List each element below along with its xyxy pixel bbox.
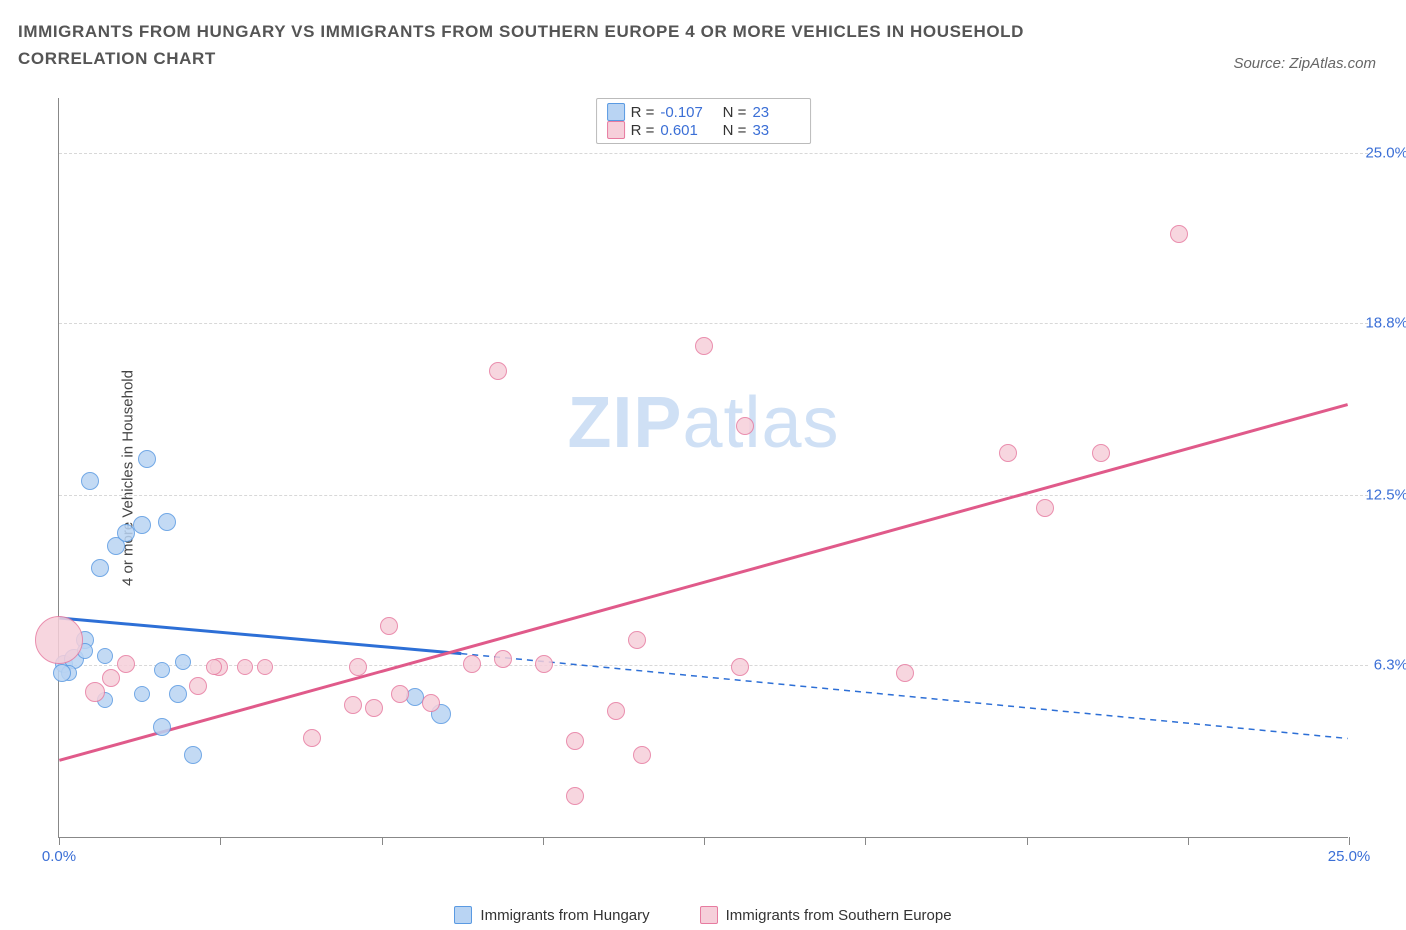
watermark: ZIPatlas — [567, 382, 839, 464]
data-point-seurope — [628, 631, 646, 649]
chart-container: 4 or more Vehicles in Household ZIPatlas… — [48, 98, 1378, 858]
data-point-seurope — [489, 362, 507, 380]
stat-n-value: 23 — [752, 104, 800, 121]
x-tick — [543, 837, 544, 845]
x-tick — [865, 837, 866, 845]
data-point-seurope — [422, 694, 440, 712]
legend-label: Immigrants from Southern Europe — [726, 907, 952, 924]
stat-r-value: 0.601 — [660, 122, 708, 139]
x-tick — [1027, 837, 1028, 845]
legend-item-hungary: Immigrants from Hungary — [454, 906, 649, 924]
gridline — [59, 153, 1368, 154]
trend-lines — [59, 98, 1348, 837]
x-tick-label: 0.0% — [42, 848, 76, 865]
data-point-seurope — [494, 650, 512, 668]
data-point-seurope — [1170, 225, 1188, 243]
stat-r-value: -0.107 — [660, 104, 708, 121]
y-tick-label: 12.5% — [1365, 487, 1406, 504]
x-tick — [382, 837, 383, 845]
data-point-hungary — [138, 450, 156, 468]
stat-n-label: N = — [714, 122, 746, 139]
data-point-hungary — [153, 718, 171, 736]
data-point-seurope — [607, 702, 625, 720]
data-point-seurope — [380, 617, 398, 635]
data-point-hungary — [91, 559, 109, 577]
y-tick-label: 25.0% — [1365, 144, 1406, 161]
x-tick — [1349, 837, 1350, 845]
data-point-seurope — [391, 685, 409, 703]
swatch-icon — [607, 121, 625, 139]
data-point-seurope — [566, 732, 584, 750]
plot-area: ZIPatlas R = -0.107 N = 23R = 0.601 N = … — [58, 98, 1348, 838]
legend-label: Immigrants from Hungary — [480, 907, 649, 924]
data-point-hungary — [53, 664, 71, 682]
gridline — [59, 495, 1368, 496]
gridline — [59, 323, 1368, 324]
data-point-seurope — [303, 729, 321, 747]
data-point-hungary — [169, 685, 187, 703]
data-point-seurope — [344, 696, 362, 714]
data-point-hungary — [81, 472, 99, 490]
data-point-seurope — [463, 655, 481, 673]
data-point-seurope — [237, 659, 253, 675]
data-point-seurope — [35, 616, 83, 664]
data-point-seurope — [117, 655, 135, 673]
source-attribution: Source: ZipAtlas.com — [1233, 55, 1376, 72]
data-point-hungary — [154, 662, 170, 678]
data-point-seurope — [633, 746, 651, 764]
data-point-seurope — [206, 659, 222, 675]
stat-n-value: 33 — [752, 122, 800, 139]
data-point-seurope — [349, 658, 367, 676]
data-point-seurope — [731, 658, 749, 676]
data-point-seurope — [365, 699, 383, 717]
legend-item-seurope: Immigrants from Southern Europe — [700, 906, 952, 924]
data-point-hungary — [134, 686, 150, 702]
y-tick-label: 6.3% — [1374, 657, 1406, 674]
stats-row-hungary: R = -0.107 N = 23 — [607, 103, 801, 121]
chart-title: IMMIGRANTS FROM HUNGARY VS IMMIGRANTS FR… — [18, 18, 1118, 72]
stat-n-label: N = — [714, 104, 746, 121]
data-point-seurope — [189, 677, 207, 695]
data-point-seurope — [896, 664, 914, 682]
data-point-seurope — [85, 682, 105, 702]
data-point-hungary — [158, 513, 176, 531]
x-tick — [220, 837, 221, 845]
data-point-seurope — [257, 659, 273, 675]
gridline — [59, 665, 1368, 666]
data-point-seurope — [535, 655, 553, 673]
stats-legend: R = -0.107 N = 23R = 0.601 N = 33 — [596, 98, 812, 144]
swatch-icon — [454, 906, 472, 924]
data-point-seurope — [695, 337, 713, 355]
data-point-hungary — [184, 746, 202, 764]
bottom-legend: Immigrants from Hungary Immigrants from S… — [0, 906, 1406, 924]
data-point-seurope — [566, 787, 584, 805]
data-point-hungary — [175, 654, 191, 670]
data-point-seurope — [736, 417, 754, 435]
data-point-seurope — [999, 444, 1017, 462]
data-point-seurope — [102, 669, 120, 687]
data-point-hungary — [133, 516, 151, 534]
y-tick-label: 18.8% — [1365, 314, 1406, 331]
x-tick — [59, 837, 60, 845]
stats-row-seurope: R = 0.601 N = 33 — [607, 121, 801, 139]
data-point-seurope — [1036, 499, 1054, 517]
data-point-hungary — [97, 648, 113, 664]
swatch-icon — [700, 906, 718, 924]
stat-r-label: R = — [631, 104, 655, 121]
data-point-seurope — [1092, 444, 1110, 462]
stat-r-label: R = — [631, 122, 655, 139]
swatch-icon — [607, 103, 625, 121]
x-tick — [1188, 837, 1189, 845]
x-tick — [704, 837, 705, 845]
x-tick-label: 25.0% — [1328, 848, 1371, 865]
